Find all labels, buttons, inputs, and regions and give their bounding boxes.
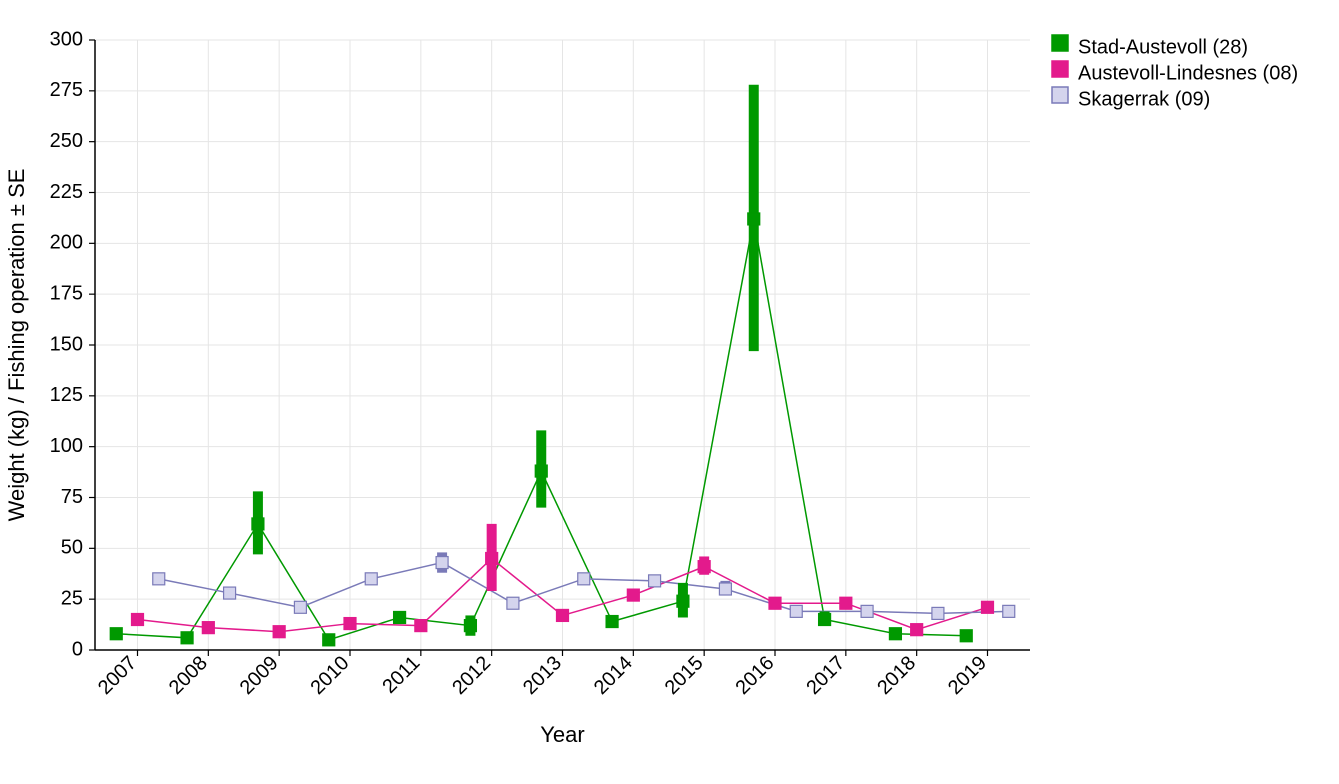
x-axis-title: Year	[540, 722, 584, 747]
y-tick-label: 200	[50, 232, 83, 254]
y-tick-label: 125	[50, 384, 83, 406]
y-tick-label: 300	[50, 28, 83, 50]
legend-label-austevoll: Austevoll-Lindesnes (08)	[1078, 62, 1298, 84]
y-tick-label: 100	[50, 435, 83, 457]
legend-swatch-stad	[1052, 35, 1068, 51]
y-tick-label: 25	[61, 587, 83, 609]
line-chart: 0255075100125150175200225250275300200720…	[0, 0, 1339, 784]
y-tick-label: 150	[50, 333, 83, 355]
y-tick-label: 275	[50, 79, 83, 101]
y-tick-label: 75	[61, 486, 83, 508]
legend-swatch-skagerrak	[1052, 87, 1068, 103]
legend-label-skagerrak: Skagerrak (09)	[1078, 88, 1210, 110]
y-tick-label: 50	[61, 537, 83, 559]
y-tick-label: 225	[50, 181, 83, 203]
y-tick-label: 175	[50, 282, 83, 304]
legend-swatch-austevoll	[1052, 61, 1068, 77]
y-axis-title: Weight (kg) / Fishing operation ± SE	[4, 169, 29, 522]
legend-label-stad: Stad-Austevoll (28)	[1078, 36, 1248, 58]
chart-container: 0255075100125150175200225250275300200720…	[0, 0, 1339, 784]
y-tick-label: 250	[50, 130, 83, 152]
y-tick-label: 0	[72, 638, 83, 660]
